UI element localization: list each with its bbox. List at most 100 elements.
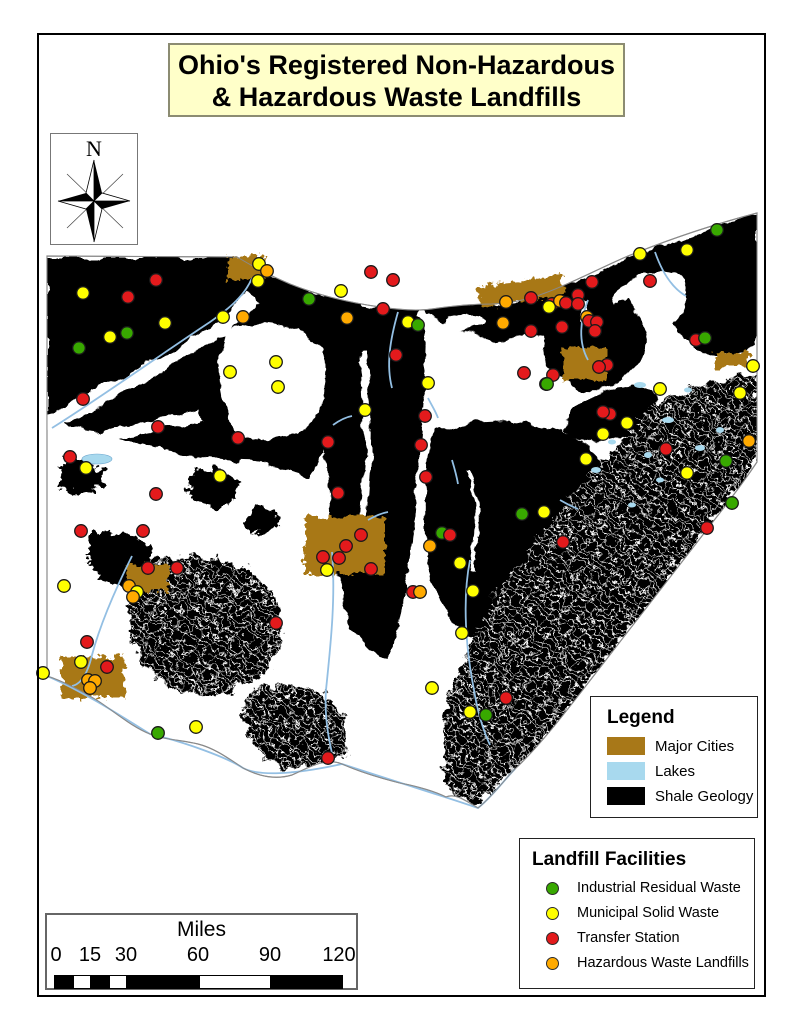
facility-dot <box>320 563 334 577</box>
facility-dot <box>555 320 569 334</box>
facility-dot <box>620 416 634 430</box>
facility-dot <box>151 420 165 434</box>
hazardous-dot-swatch <box>546 956 559 970</box>
facility-dot <box>386 273 400 287</box>
facility-dot <box>680 243 694 257</box>
facility-dot <box>74 524 88 538</box>
facility-dot <box>251 274 265 288</box>
facility-dot <box>120 326 134 340</box>
legend-heading: Legend <box>607 707 675 728</box>
map-title-box: Ohio's Registered Non-Hazardous & Hazard… <box>168 43 625 117</box>
facility-dot <box>559 296 573 310</box>
shale-geology-layer <box>47 214 757 806</box>
facility-item-industrial: Industrial Residual Waste <box>532 880 754 896</box>
facility-dot <box>571 297 585 311</box>
facility-dot <box>414 438 428 452</box>
facility-dot <box>733 386 747 400</box>
facility-dot <box>269 355 283 369</box>
industrial-dot-swatch <box>546 881 559 895</box>
facility-dot <box>659 442 673 456</box>
lakes-swatch <box>607 762 645 780</box>
facility-item-hazardous: Hazardous Waste Landfills <box>532 955 754 971</box>
facility-dot <box>223 365 237 379</box>
facility-dot <box>63 450 77 464</box>
facility-dot <box>680 466 694 480</box>
facility-dot <box>742 434 756 448</box>
facility-dot <box>354 528 368 542</box>
shale-geology-swatch <box>607 787 645 805</box>
facility-item-label: Industrial Residual Waste <box>577 880 741 896</box>
scale-tick: 60 <box>186 944 210 966</box>
facility-dot <box>316 550 330 564</box>
facility-dot <box>364 562 378 576</box>
legend-item-label: Shale Geology <box>655 787 754 805</box>
facility-dot <box>643 274 657 288</box>
facility-dot <box>710 223 724 237</box>
facility-dot <box>213 469 227 483</box>
facility-dot <box>479 708 493 722</box>
facility-dot <box>421 376 435 390</box>
scale-tick: 90 <box>258 944 282 966</box>
facility-dot <box>302 292 316 306</box>
legend-item-label: Lakes <box>655 762 696 780</box>
facility-dot <box>515 507 529 521</box>
map-title-line1: Ohio's Registered Non-Hazardous <box>178 50 615 80</box>
facility-dot <box>596 405 610 419</box>
facility-item-municipal: Municipal Solid Waste <box>532 905 754 921</box>
facility-dot <box>698 331 712 345</box>
facility-dot <box>334 284 348 298</box>
facility-dot <box>271 380 285 394</box>
facility-dot <box>579 452 593 466</box>
facility-item-label: Municipal Solid Waste <box>577 905 720 921</box>
facility-dot <box>126 590 140 604</box>
legend-box: Legend Major Cities Lakes Shale Geology <box>590 696 758 818</box>
scale-tick: 30 <box>114 944 138 966</box>
facility-dot <box>149 273 163 287</box>
facility-dot <box>36 666 50 680</box>
facility-dot <box>524 291 538 305</box>
legend-item-label: Major Cities <box>655 737 735 755</box>
facility-item-transfer: Transfer Station <box>532 930 754 946</box>
facility-dot <box>80 635 94 649</box>
facility-dot <box>524 324 538 338</box>
facility-dot <box>340 311 354 325</box>
map-title-line2: & Hazardous Waste Landfills <box>211 82 582 112</box>
facility-dot <box>719 454 733 468</box>
major-cities-swatch <box>607 737 645 755</box>
facility-dot <box>260 264 274 278</box>
facility-dot <box>83 681 97 695</box>
facility-dot <box>419 470 433 484</box>
facility-dot <box>389 348 403 362</box>
facility-dot <box>149 487 163 501</box>
facility-dot <box>76 392 90 406</box>
facility-dot <box>585 275 599 289</box>
facility-dot <box>413 585 427 599</box>
scale-tick: 120 <box>322 944 356 966</box>
municipal-dot-swatch <box>546 906 559 920</box>
facility-dot <box>540 377 554 391</box>
facility-dot <box>72 341 86 355</box>
legend-item-major-cities: Major Cities <box>607 737 757 755</box>
facility-dot <box>592 360 606 374</box>
scale-tick: 0 <box>50 944 62 966</box>
facility-dot <box>141 561 155 575</box>
facility-dot <box>339 539 353 553</box>
facility-item-label: Transfer Station <box>577 930 680 946</box>
facility-dot <box>453 556 467 570</box>
facility-dot <box>216 310 230 324</box>
legend-item-lakes: Lakes <box>607 762 757 780</box>
north-label: N <box>86 136 102 161</box>
facility-dot <box>136 524 150 538</box>
facility-dot <box>74 655 88 669</box>
facility-dot <box>57 579 71 593</box>
facility-dot <box>170 561 184 575</box>
facility-item-label: Hazardous Waste Landfills <box>577 955 749 971</box>
water-layer <box>46 251 724 810</box>
compass-rose-icon <box>57 159 131 243</box>
transfer-dot-swatch <box>546 931 559 945</box>
facility-dot <box>103 330 117 344</box>
scale-tick: 15 <box>78 944 102 966</box>
facility-dot <box>418 409 432 423</box>
state-border <box>46 212 758 809</box>
